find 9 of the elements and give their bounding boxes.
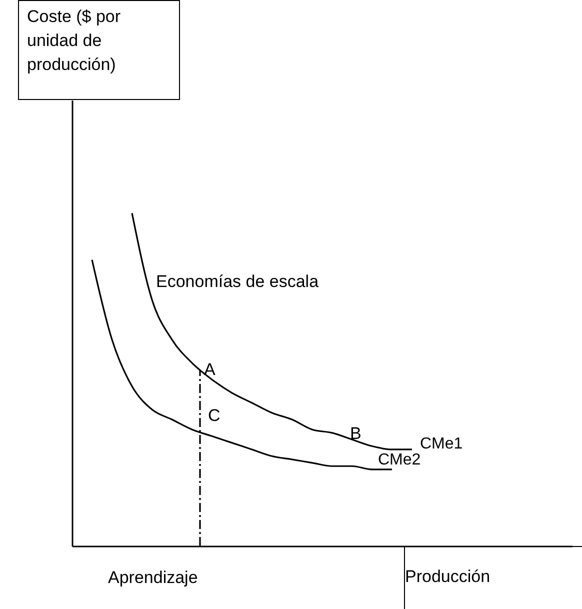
annotation: C — [208, 405, 220, 427]
text: Coste ($ por unidad de producción) — [18, 0, 180, 100]
annotation: Economías de escala — [156, 271, 319, 293]
text: Aprendizaje — [108, 567, 198, 589]
x-axis-title: Producción — [404, 546, 582, 609]
annotation: B — [350, 423, 362, 445]
annotation: A — [204, 359, 216, 381]
series-label: CMe2 — [378, 451, 421, 468]
series-label: CMe1 — [420, 435, 463, 452]
